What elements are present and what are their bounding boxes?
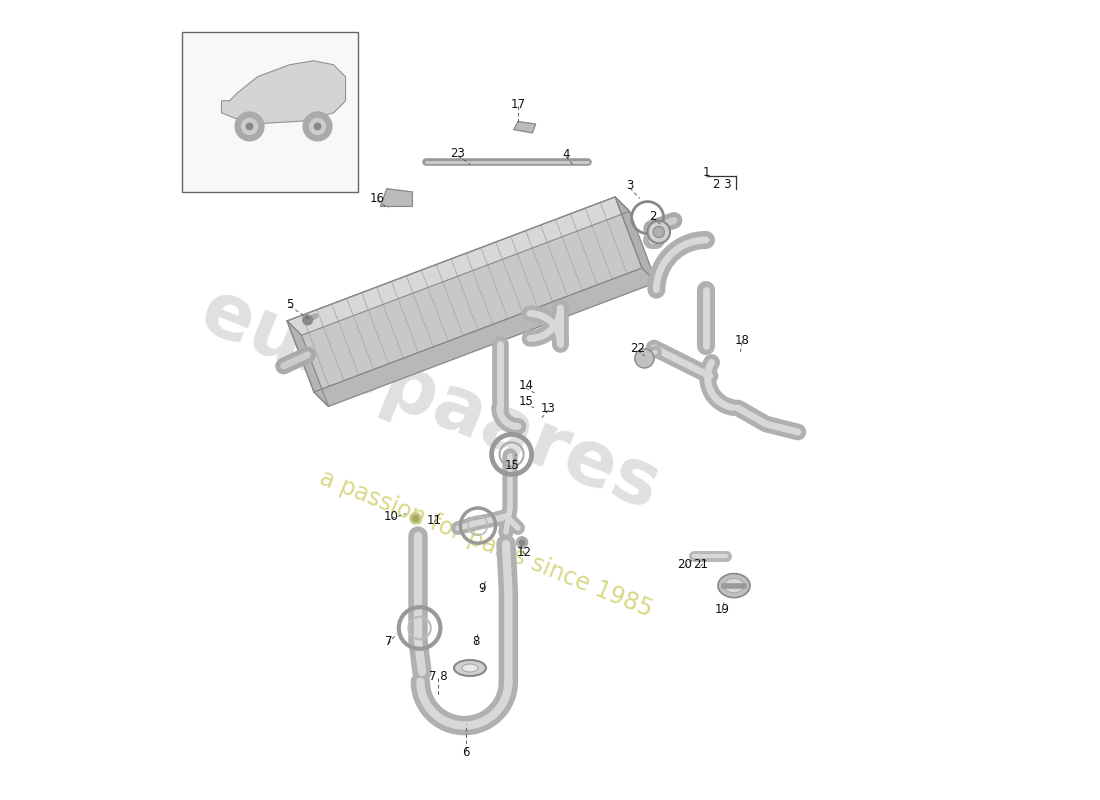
Circle shape xyxy=(648,221,670,243)
Text: 9: 9 xyxy=(478,582,486,594)
Circle shape xyxy=(412,515,419,522)
Text: 1: 1 xyxy=(702,166,710,178)
Circle shape xyxy=(516,537,528,548)
Ellipse shape xyxy=(718,574,750,598)
Text: 10: 10 xyxy=(384,510,399,522)
Text: 4: 4 xyxy=(562,148,570,161)
Text: 15: 15 xyxy=(518,395,534,408)
Text: 2: 2 xyxy=(649,210,656,222)
Text: 5: 5 xyxy=(286,298,294,310)
Circle shape xyxy=(304,112,332,141)
Circle shape xyxy=(309,118,326,134)
Text: 17: 17 xyxy=(510,98,526,110)
Text: 16: 16 xyxy=(370,192,385,205)
Text: 23: 23 xyxy=(451,147,465,160)
Circle shape xyxy=(653,226,664,238)
Ellipse shape xyxy=(462,664,478,672)
Text: 19: 19 xyxy=(715,603,729,616)
Text: 15: 15 xyxy=(505,459,520,472)
Text: 20: 20 xyxy=(676,558,692,570)
Ellipse shape xyxy=(454,660,486,676)
Text: 3: 3 xyxy=(626,179,634,192)
Polygon shape xyxy=(514,122,536,133)
Text: 21: 21 xyxy=(693,558,708,570)
Text: 18: 18 xyxy=(735,334,749,346)
Text: 22: 22 xyxy=(630,342,646,354)
Text: 8: 8 xyxy=(473,635,480,648)
Text: 6: 6 xyxy=(462,746,470,758)
Circle shape xyxy=(235,112,264,141)
Ellipse shape xyxy=(724,578,744,593)
Circle shape xyxy=(315,123,321,130)
Polygon shape xyxy=(615,197,657,282)
Text: 2 3: 2 3 xyxy=(713,178,732,190)
Text: a passion for parts since 1985: a passion for parts since 1985 xyxy=(316,466,656,622)
Circle shape xyxy=(410,513,421,524)
Text: 14: 14 xyxy=(518,379,534,392)
Text: 13: 13 xyxy=(541,402,556,414)
Circle shape xyxy=(246,123,253,130)
Text: europaares: europaares xyxy=(189,274,671,526)
Text: 12: 12 xyxy=(517,546,532,558)
Polygon shape xyxy=(381,189,412,206)
Polygon shape xyxy=(287,321,329,406)
Bar xyxy=(182,32,358,192)
Circle shape xyxy=(519,540,525,545)
Polygon shape xyxy=(314,268,657,406)
Polygon shape xyxy=(287,197,642,392)
Circle shape xyxy=(635,349,654,368)
Circle shape xyxy=(302,315,312,325)
Polygon shape xyxy=(287,197,629,335)
Circle shape xyxy=(242,118,257,134)
Text: 7: 7 xyxy=(385,635,392,648)
Text: 7 8: 7 8 xyxy=(429,670,448,682)
Polygon shape xyxy=(221,61,345,123)
Text: 11: 11 xyxy=(427,514,441,526)
